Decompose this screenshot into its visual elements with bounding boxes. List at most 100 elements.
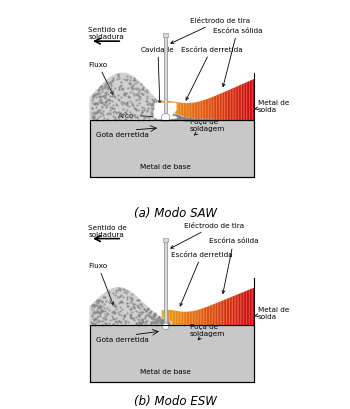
Polygon shape: [222, 301, 223, 326]
Polygon shape: [224, 92, 226, 121]
Polygon shape: [236, 295, 237, 326]
Polygon shape: [213, 304, 214, 326]
Polygon shape: [182, 103, 183, 121]
Polygon shape: [226, 91, 228, 121]
Polygon shape: [191, 103, 193, 121]
Polygon shape: [188, 312, 189, 326]
Polygon shape: [183, 312, 185, 326]
Polygon shape: [220, 301, 222, 326]
Polygon shape: [90, 288, 171, 326]
Polygon shape: [201, 101, 202, 121]
Polygon shape: [208, 306, 210, 326]
Polygon shape: [169, 102, 171, 121]
Polygon shape: [217, 302, 219, 326]
Polygon shape: [233, 296, 234, 326]
Polygon shape: [248, 290, 250, 326]
Polygon shape: [214, 97, 215, 121]
Polygon shape: [187, 312, 188, 326]
Polygon shape: [171, 102, 173, 121]
Polygon shape: [193, 103, 195, 121]
Polygon shape: [163, 101, 164, 121]
Bar: [90, 326, 254, 382]
Polygon shape: [246, 290, 248, 326]
Polygon shape: [234, 295, 236, 326]
Text: Metal de
solda: Metal de solda: [255, 99, 289, 112]
Polygon shape: [240, 85, 241, 121]
Polygon shape: [253, 288, 254, 326]
Polygon shape: [223, 300, 225, 326]
Polygon shape: [250, 289, 251, 326]
Text: Poça de
soldagem: Poça de soldagem: [190, 323, 225, 340]
Polygon shape: [237, 294, 239, 326]
Text: Sentido de
soldadura: Sentido de soldadura: [88, 224, 127, 237]
Polygon shape: [171, 310, 173, 326]
Text: (b) Modo ESW: (b) Modo ESW: [134, 394, 216, 407]
Polygon shape: [230, 297, 231, 326]
Polygon shape: [228, 91, 229, 121]
Text: Gota derretida: Gota derretida: [96, 131, 148, 137]
Polygon shape: [189, 312, 191, 326]
Text: Gota derretida: Gota derretida: [96, 336, 148, 342]
Polygon shape: [163, 310, 165, 326]
Polygon shape: [177, 311, 179, 326]
Polygon shape: [198, 102, 199, 121]
Polygon shape: [234, 88, 235, 121]
Text: Eléctrodo de tira: Eléctrodo de tira: [171, 223, 245, 249]
Polygon shape: [180, 103, 182, 121]
Polygon shape: [195, 103, 196, 121]
Polygon shape: [162, 310, 163, 326]
Polygon shape: [176, 311, 177, 326]
Polygon shape: [219, 302, 220, 326]
Text: Metal de base: Metal de base: [140, 163, 191, 169]
Polygon shape: [193, 311, 194, 326]
Polygon shape: [174, 102, 176, 121]
Polygon shape: [180, 312, 182, 326]
Text: (a) Modo SAW: (a) Modo SAW: [133, 207, 217, 220]
Text: Eléctrodo de tira: Eléctrodo de tira: [171, 18, 250, 44]
Polygon shape: [160, 102, 161, 121]
Polygon shape: [155, 104, 176, 121]
Polygon shape: [188, 104, 190, 121]
Polygon shape: [197, 310, 199, 326]
Polygon shape: [203, 308, 205, 326]
Polygon shape: [154, 112, 177, 120]
Text: Escória sólida: Escória sólida: [209, 238, 258, 294]
Polygon shape: [242, 292, 244, 326]
Polygon shape: [214, 303, 216, 326]
Polygon shape: [168, 310, 169, 326]
Polygon shape: [204, 100, 205, 121]
Polygon shape: [248, 82, 250, 121]
Polygon shape: [251, 289, 253, 326]
Polygon shape: [191, 311, 193, 326]
Polygon shape: [225, 299, 226, 326]
Text: Metal de
solda: Metal de solda: [255, 306, 289, 319]
Bar: [163, 238, 168, 243]
Polygon shape: [199, 309, 200, 326]
Polygon shape: [200, 309, 202, 326]
Polygon shape: [207, 99, 209, 121]
Bar: [164, 241, 167, 328]
Polygon shape: [164, 101, 166, 121]
Polygon shape: [251, 80, 253, 121]
Text: Fluxo: Fluxo: [88, 262, 114, 305]
Polygon shape: [246, 83, 248, 121]
Polygon shape: [168, 102, 169, 121]
Text: Metal de base: Metal de base: [140, 368, 191, 374]
Polygon shape: [232, 89, 234, 121]
Polygon shape: [183, 103, 185, 121]
Polygon shape: [173, 102, 174, 121]
Polygon shape: [165, 310, 166, 326]
Text: Cavidade: Cavidade: [141, 47, 175, 104]
Polygon shape: [174, 311, 176, 326]
Polygon shape: [205, 100, 207, 121]
Polygon shape: [179, 103, 180, 121]
Bar: [90, 121, 254, 178]
Polygon shape: [173, 310, 174, 326]
Polygon shape: [244, 292, 245, 326]
Text: Escória derretida: Escória derretida: [171, 251, 233, 306]
Polygon shape: [210, 98, 212, 121]
Polygon shape: [176, 103, 177, 121]
Circle shape: [161, 114, 170, 122]
Polygon shape: [182, 312, 183, 326]
Polygon shape: [240, 293, 242, 326]
